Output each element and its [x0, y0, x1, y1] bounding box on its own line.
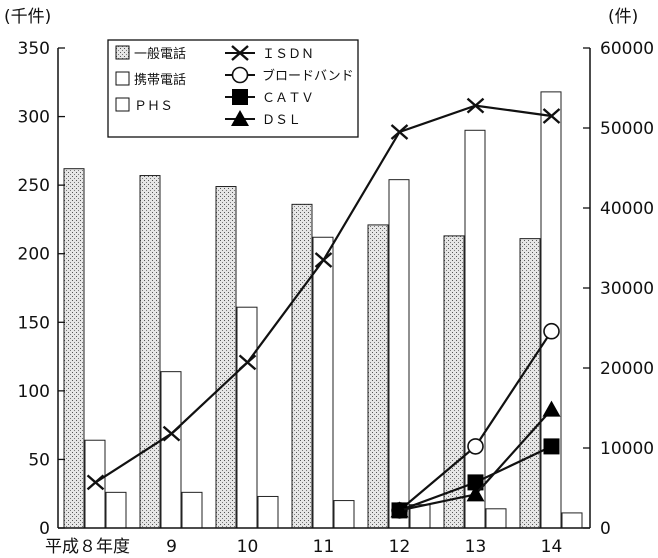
bar	[139, 175, 161, 529]
right-tick-label: 10000	[600, 439, 654, 459]
axes-layer: 0 50 100 150 200 250 300 350 0 10000 20000 30000 400…	[4, 7, 654, 557]
bar	[105, 491, 127, 529]
right-tick-label: 60000	[600, 39, 654, 59]
bar	[561, 512, 583, 529]
line-point	[466, 97, 485, 114]
line-point	[162, 425, 181, 442]
legend-swatch	[115, 97, 130, 112]
bar	[333, 500, 355, 529]
legend-label: ブロードバンド	[262, 68, 354, 84]
bar	[388, 179, 410, 529]
right-tick-label: 20000	[600, 359, 654, 379]
legend-swatch	[115, 45, 130, 60]
bar	[443, 235, 465, 529]
right-tick-label: 50000	[600, 119, 654, 139]
bar	[291, 203, 313, 529]
left-tick-label: 200	[18, 245, 50, 265]
legend-label: ＩＳＤＮ	[262, 47, 314, 62]
bars-layer	[63, 91, 583, 529]
line-point	[314, 252, 333, 268]
line-point	[232, 89, 248, 105]
line-point	[543, 438, 560, 455]
category-label: 平成８年度	[45, 537, 130, 557]
bar	[540, 91, 562, 529]
right-tick-label: 40000	[600, 199, 654, 219]
category-label: 9	[166, 537, 177, 557]
legend-box	[107, 39, 359, 138]
legend-swatch	[115, 71, 130, 86]
bar	[312, 236, 334, 529]
bar	[63, 168, 85, 529]
line-point	[390, 124, 409, 140]
line-point	[231, 66, 249, 84]
line-point	[543, 322, 560, 340]
bar	[464, 129, 486, 529]
bar	[215, 186, 237, 529]
left-tick-label: 50	[28, 450, 50, 470]
legend-label: 一般電話	[134, 46, 186, 62]
left-tick-label: 300	[18, 108, 50, 128]
left-tick-label: 0	[39, 519, 50, 539]
legend-label: ＣＡＴＶ	[262, 91, 314, 106]
right-tick-label: 0	[600, 519, 611, 539]
line-point	[86, 474, 105, 491]
category-label: 12	[389, 537, 411, 557]
line-point	[231, 45, 249, 61]
right-axis-unit: (件)	[608, 7, 638, 27]
left-tick-label: 250	[18, 176, 50, 196]
bar	[257, 495, 279, 529]
bar	[236, 306, 258, 529]
left-tick-label: 350	[18, 39, 50, 59]
left-tick-label: 150	[18, 313, 50, 333]
left-axis-unit: (千件)	[4, 7, 51, 27]
bar	[519, 238, 541, 529]
line-point	[542, 108, 561, 124]
right-tick-label: 30000	[600, 279, 654, 299]
line-point	[467, 474, 484, 491]
line-point	[238, 354, 257, 371]
category-label: 14	[541, 537, 563, 557]
bar	[367, 224, 389, 529]
bar	[160, 371, 182, 529]
category-label: 13	[465, 537, 487, 557]
line-point	[542, 400, 561, 417]
legend-label: 携帯電話	[134, 72, 186, 88]
legend-label: ＤＳＬ	[262, 113, 301, 128]
line-point	[466, 485, 485, 502]
left-tick-label: 100	[18, 382, 50, 402]
line-point	[231, 110, 249, 126]
bar	[485, 508, 507, 529]
line-point	[390, 501, 409, 518]
legend-label: ＰＨＳ	[134, 99, 173, 114]
category-label: 10	[237, 537, 259, 557]
bar	[181, 491, 203, 529]
line-point	[467, 438, 484, 455]
category-label: 11	[313, 537, 335, 557]
lines-layer	[86, 97, 561, 519]
